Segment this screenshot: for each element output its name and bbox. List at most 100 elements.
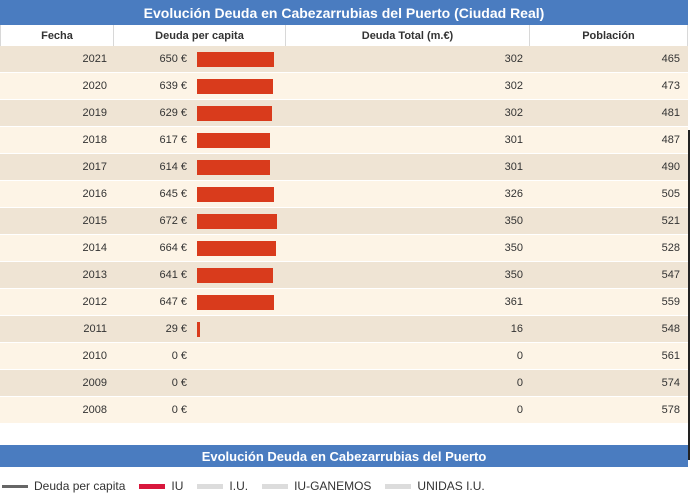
cell-fecha: 2021 bbox=[82, 53, 107, 65]
cell-deuda-per-capita: 614 € bbox=[113, 159, 285, 175]
legend-label: IU bbox=[171, 479, 184, 493]
cell-poblacion: 521 bbox=[661, 215, 680, 227]
cell-deuda-per-capita: 664 € bbox=[113, 240, 285, 256]
scroll-edge bbox=[688, 130, 690, 460]
cell-deuda-per-capita: 29 € bbox=[113, 321, 285, 337]
cell-poblacion: 465 bbox=[661, 53, 680, 65]
cell-fecha: 2012 bbox=[82, 296, 107, 308]
per-capita-bar-track bbox=[197, 294, 285, 310]
cell-poblacion: 548 bbox=[661, 323, 680, 335]
cell-deuda-per-capita: 672 € bbox=[113, 213, 285, 229]
per-capita-bar-track bbox=[197, 78, 285, 94]
table-header: Fecha Deuda per capita Deuda Total (m.€)… bbox=[0, 25, 688, 47]
cell-deuda-total: 361 bbox=[504, 296, 523, 308]
legend-item[interactable]: Deuda per capita bbox=[2, 479, 125, 493]
cell-deuda-per-capita: 0 € bbox=[113, 376, 285, 391]
per-capita-bar bbox=[197, 186, 274, 202]
header-fecha[interactable]: Fecha bbox=[1, 25, 114, 46]
per-capita-bar bbox=[197, 159, 271, 175]
legend-label: UNIDAS I.U. bbox=[417, 479, 485, 493]
table-body: 2021 650 € 302 465 2020 639 € 302 473 2019 629 € 3… bbox=[0, 46, 688, 424]
cell-fecha: 2019 bbox=[82, 107, 107, 119]
legend-label: Deuda per capita bbox=[34, 479, 126, 493]
per-capita-value: 672 € bbox=[159, 215, 187, 227]
per-capita-bar bbox=[197, 78, 274, 94]
legend-item[interactable]: I.U. bbox=[197, 479, 248, 493]
cell-fecha: 2015 bbox=[82, 215, 107, 227]
cell-deuda-per-capita: 629 € bbox=[113, 105, 285, 121]
per-capita-bar-track bbox=[197, 321, 285, 337]
per-capita-bar bbox=[197, 294, 275, 310]
table-row: 2009 0 € 0 574 bbox=[0, 370, 688, 397]
per-capita-value: 629 € bbox=[159, 107, 187, 119]
cell-deuda-total: 302 bbox=[504, 53, 523, 65]
cell-poblacion: 561 bbox=[661, 350, 680, 362]
cell-deuda-total: 0 bbox=[516, 377, 523, 389]
table-row: 2020 639 € 302 473 bbox=[0, 73, 688, 100]
cell-poblacion: 559 bbox=[661, 296, 680, 308]
per-capita-bar-track bbox=[197, 159, 285, 175]
legend-item[interactable]: UNIDAS I.U. bbox=[385, 479, 485, 493]
cell-poblacion: 528 bbox=[661, 242, 680, 254]
per-capita-bar bbox=[197, 132, 271, 148]
per-capita-value: 614 € bbox=[159, 161, 187, 173]
cell-fecha: 2020 bbox=[82, 80, 107, 92]
per-capita-bar-track bbox=[197, 267, 285, 283]
table-row: 2008 0 € 0 578 bbox=[0, 397, 688, 424]
per-capita-value: 664 € bbox=[159, 242, 187, 254]
cell-fecha: 2016 bbox=[82, 188, 107, 200]
chart-legend: Deuda per capita IU I.U. IU-GANEMOS UNIDAS I… bbox=[0, 474, 688, 498]
cell-deuda-per-capita: 650 € bbox=[113, 51, 285, 67]
table-row: 2019 629 € 302 481 bbox=[0, 100, 688, 127]
cell-deuda-total: 350 bbox=[504, 269, 523, 281]
table-row: 2016 645 € 326 505 bbox=[0, 181, 688, 208]
chart-title: Evolución Deuda en Cabezarrubias del Pue… bbox=[0, 445, 688, 467]
legend-swatch-icon bbox=[197, 483, 224, 489]
legend-swatch-icon bbox=[385, 483, 412, 489]
cell-poblacion: 574 bbox=[661, 377, 680, 389]
per-capita-value: 639 € bbox=[159, 80, 187, 92]
cell-deuda-total: 350 bbox=[504, 215, 523, 227]
per-capita-bar bbox=[197, 105, 272, 121]
cell-deuda-per-capita: 0 € bbox=[113, 403, 285, 418]
per-capita-value: 29 € bbox=[165, 323, 187, 335]
legend-line-icon bbox=[2, 484, 28, 488]
per-capita-value: 617 € bbox=[159, 134, 187, 146]
legend-label: I.U. bbox=[229, 479, 249, 493]
per-capita-bar-track bbox=[197, 105, 285, 121]
cell-poblacion: 481 bbox=[661, 107, 680, 119]
cell-poblacion: 487 bbox=[661, 134, 680, 146]
cell-fecha: 2013 bbox=[82, 269, 107, 281]
per-capita-bar-track bbox=[197, 186, 285, 202]
per-capita-bar bbox=[197, 321, 201, 337]
per-capita-bar bbox=[197, 51, 275, 67]
legend-item[interactable]: IU-GANEMOS bbox=[262, 479, 371, 493]
header-deuda-total[interactable]: Deuda Total (m.€) bbox=[286, 25, 530, 46]
cell-fecha: 2017 bbox=[82, 161, 107, 173]
per-capita-bar-track bbox=[197, 403, 285, 418]
per-capita-bar-track bbox=[197, 376, 285, 391]
cell-deuda-per-capita: 641 € bbox=[113, 267, 285, 283]
cell-deuda-total: 350 bbox=[504, 242, 523, 254]
legend-item[interactable]: IU bbox=[139, 479, 183, 493]
cell-poblacion: 473 bbox=[661, 80, 680, 92]
header-poblacion[interactable]: Población bbox=[582, 29, 635, 42]
per-capita-value: 650 € bbox=[159, 53, 187, 65]
per-capita-bar-track bbox=[197, 349, 285, 364]
cell-deuda-per-capita: 0 € bbox=[113, 349, 285, 364]
table-row: 2013 641 € 350 547 bbox=[0, 262, 688, 289]
per-capita-value: 0 € bbox=[171, 350, 187, 362]
header-deuda-per-capita[interactable]: Deuda per capita bbox=[114, 25, 286, 46]
cell-deuda-per-capita: 617 € bbox=[113, 132, 285, 148]
cell-fecha: 2009 bbox=[82, 377, 107, 389]
cell-deuda-per-capita: 647 € bbox=[113, 294, 285, 310]
legend-label: IU-GANEMOS bbox=[294, 479, 372, 493]
per-capita-bar-track bbox=[197, 51, 285, 67]
cell-fecha: 2010 bbox=[82, 350, 107, 362]
cell-poblacion: 578 bbox=[661, 404, 680, 416]
per-capita-value: 641 € bbox=[159, 269, 187, 281]
cell-deuda-per-capita: 645 € bbox=[113, 186, 285, 202]
table-row: 2017 614 € 301 490 bbox=[0, 154, 688, 181]
table-title: Evolución Deuda en Cabezarrubias del Pue… bbox=[0, 0, 688, 25]
cell-deuda-total: 16 bbox=[510, 323, 523, 335]
